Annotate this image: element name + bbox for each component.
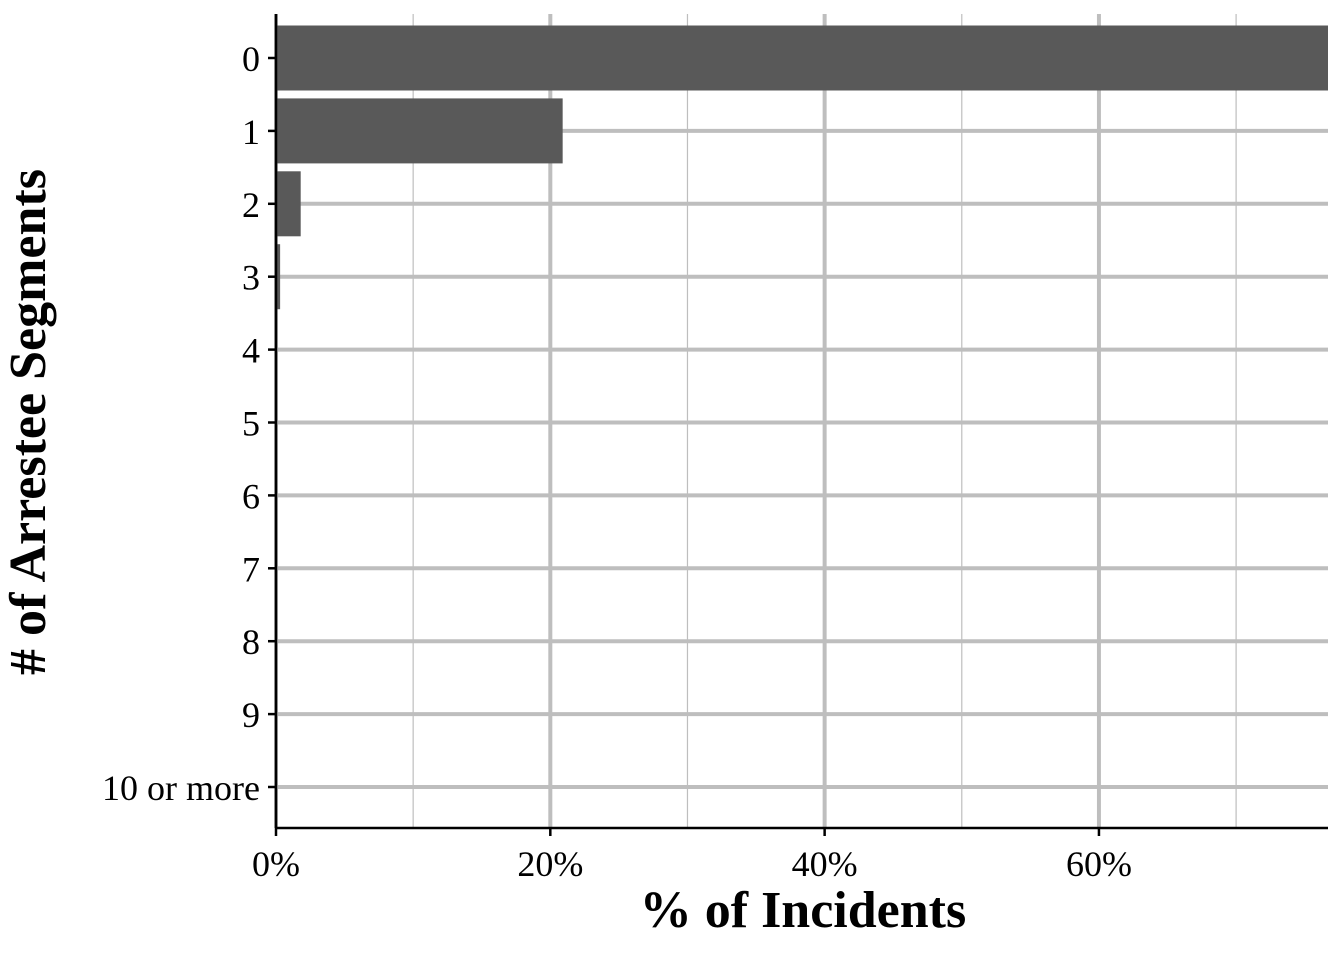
y-tick-label: 1: [242, 112, 260, 152]
y-tick-label: 9: [242, 695, 260, 735]
bar-3: [276, 244, 281, 310]
bars: [276, 25, 1328, 820]
y-tick-label: 3: [242, 258, 260, 298]
bar-2: [276, 171, 301, 237]
y-axis-title: # of Arrestee Segments: [0, 169, 57, 675]
bar-1: [276, 98, 563, 164]
y-tick-label: 8: [242, 622, 260, 662]
y-tick-label: 5: [242, 404, 260, 444]
y-tick-label: 6: [242, 476, 260, 516]
y-tick-label: 0: [242, 39, 260, 79]
x-axis-title: % of Incidents: [640, 882, 966, 939]
x-tick-label: 0%: [252, 844, 300, 884]
tick-labels: 0 1 2 3 4 5 6 7 8 9 10 or more 0% 20% 40% 60%: [102, 39, 1132, 884]
y-tick-label: 2: [242, 185, 260, 225]
x-tick-label: 60%: [1066, 844, 1132, 884]
y-tick-label: 10 or more: [102, 768, 260, 808]
axes: [268, 14, 1328, 836]
bar-0: [276, 25, 1328, 91]
x-tick-label: 40%: [792, 844, 858, 884]
y-tick-label: 7: [242, 549, 260, 589]
x-tick-label: 20%: [517, 844, 583, 884]
y-tick-label: 4: [242, 331, 260, 371]
